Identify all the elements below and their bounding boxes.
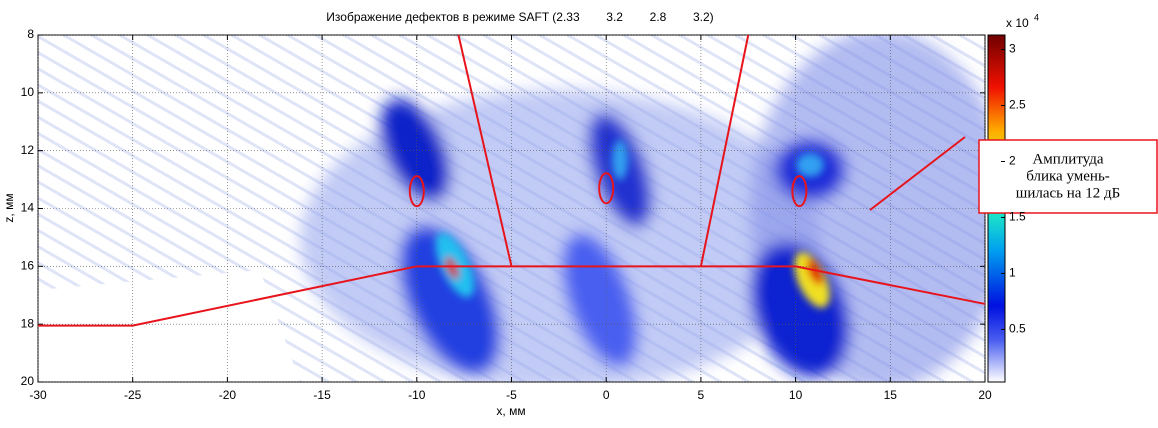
- annotation-text: Амплитуда: [1032, 151, 1103, 167]
- defect-circle: [408, 175, 425, 208]
- annotation-box: [978, 139, 1158, 214]
- defect-circle: [791, 175, 808, 208]
- x-tick-label: -30: [29, 388, 47, 402]
- y-axis-label: z, мм: [2, 193, 16, 222]
- x-tick-label: 5: [698, 388, 705, 402]
- y-tick-label: 16: [21, 259, 35, 273]
- x-tick-label: 10: [789, 388, 803, 402]
- y-tick-label: 14: [21, 201, 35, 215]
- outline: [699, 34, 750, 267]
- defect-circle: [598, 172, 615, 205]
- x-tick-label: -25: [124, 388, 142, 402]
- y-tick-label: 10: [21, 85, 35, 99]
- colorbar-tick-label: 0.5: [1009, 322, 1026, 336]
- x-axis-label: x, мм: [496, 404, 525, 418]
- x-tick-label: 15: [884, 388, 898, 402]
- colorbar-tick-label: 1.5: [1009, 210, 1026, 224]
- colorbar-tick-label: 1: [1009, 266, 1016, 280]
- x-tick-label: -5: [506, 388, 517, 402]
- annotation-arrow: [869, 136, 966, 211]
- image: [38, 35, 985, 382]
- chart-title: Изображение дефектов в режиме SAFT (2.33…: [326, 10, 713, 24]
- colorbar-tick-label: 3: [1009, 42, 1016, 56]
- annotation-text: блика умень-: [1026, 168, 1110, 184]
- outline: [38, 265, 986, 327]
- x-tick-label: -10: [408, 388, 426, 402]
- outline: [457, 34, 513, 267]
- y-tick-label: 12: [21, 143, 35, 157]
- annotation-text: шилась на 12 дБ: [1016, 185, 1120, 201]
- colorbar-scale: x 10: [1006, 16, 1029, 30]
- x-tick-label: -20: [219, 388, 237, 402]
- y-tick-label: 8: [27, 27, 34, 41]
- colorbar-exponent: 4: [1034, 12, 1039, 22]
- y-tick-label: 18: [21, 316, 35, 330]
- y-tick-label: 20: [21, 374, 35, 388]
- colorbar-tick-label: 2.5: [1009, 98, 1026, 112]
- x-tick-label: -15: [313, 388, 331, 402]
- colorbar-tick-label: 2: [1009, 154, 1016, 168]
- x-tick-label: 0: [603, 388, 610, 402]
- x-tick-label: 20: [978, 388, 992, 402]
